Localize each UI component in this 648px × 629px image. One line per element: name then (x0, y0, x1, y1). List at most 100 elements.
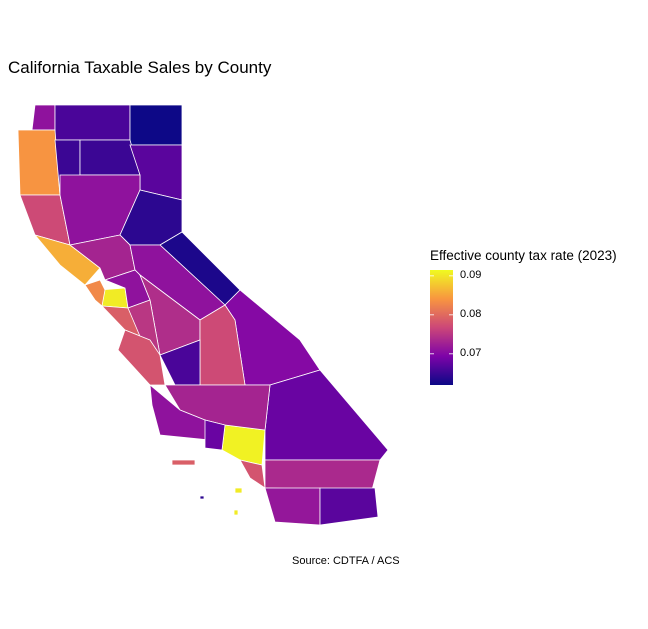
legend-gradient-step (430, 361, 453, 363)
legend-gradient-step (430, 353, 453, 355)
legend-gradient-step (430, 372, 453, 374)
legend-gradient-step (430, 319, 453, 321)
legend-gradient-step (430, 383, 453, 385)
legend-gradient-step (430, 348, 453, 350)
legend-gradient-step (430, 346, 453, 348)
legend-gradient-step (430, 327, 453, 329)
legend-gradient-step (430, 290, 453, 292)
legend-gradient-step (430, 360, 453, 362)
source-caption: Source: CDTFA / ACS (292, 555, 400, 567)
legend-gradient-step (430, 305, 453, 307)
county-region (204, 419, 226, 451)
legend-gradient-step (430, 270, 453, 272)
county-region (54, 104, 131, 141)
county-region (264, 487, 321, 526)
county-region (171, 459, 196, 466)
legend-gradient-step (430, 336, 453, 338)
legend-gradient-step (430, 347, 453, 349)
legend-gradient-step (430, 309, 453, 311)
county-region (319, 487, 379, 526)
legend-gradient-step (430, 380, 453, 382)
legend-gradient-step (430, 370, 453, 372)
legend-gradient-step (430, 359, 453, 361)
legend-gradient-step (430, 296, 453, 298)
legend-gradient-step (430, 313, 453, 315)
legend-gradient-step (430, 322, 453, 324)
legend-gradient-step (430, 299, 453, 301)
legend-gradient-step (430, 307, 453, 309)
legend-gradient-step (430, 283, 453, 285)
legend-gradient-step (430, 285, 453, 287)
legend-gradient-step (430, 275, 453, 277)
legend-gradient-step (430, 338, 453, 340)
legend-gradient-step (430, 375, 453, 377)
legend-gradient-step (430, 333, 453, 335)
legend-gradient-step (430, 314, 453, 316)
legend-gradient-step (430, 367, 453, 369)
legend-gradient-step (430, 379, 453, 381)
legend-gradient-step (430, 349, 453, 351)
legend-gradient-step (430, 310, 453, 312)
legend-gradient-step (430, 351, 453, 353)
legend-gradient-step (430, 308, 453, 310)
legend-gradient-step (430, 320, 453, 322)
legend-gradient-step (430, 276, 453, 278)
legend-gradient-step (430, 291, 453, 293)
legend-gradient-step (430, 332, 453, 334)
legend-gradient-step (430, 364, 453, 366)
legend-gradient-step (430, 277, 453, 279)
county-region (221, 424, 266, 466)
legend-gradient-step (430, 312, 453, 314)
legend-gradient-step (430, 366, 453, 368)
county-region (199, 495, 205, 500)
legend-gradient-step (430, 339, 453, 341)
legend-gradient-step (430, 294, 453, 296)
county-region (33, 234, 101, 286)
legend-gradient-step (430, 369, 453, 371)
legend-gradient-step (430, 271, 453, 273)
legend-gradient-step (430, 280, 453, 282)
legend-tick-label: 0.09 (460, 268, 482, 281)
legend-gradient-step (430, 350, 453, 352)
legend-gradient-step (430, 317, 453, 319)
legend-gradient-step (430, 273, 453, 275)
legend-gradient-step (430, 377, 453, 379)
legend-title: Effective county tax rate (2023) (430, 248, 617, 263)
legend-gradient-step (430, 274, 453, 276)
legend-gradient-step (430, 325, 453, 327)
legend-gradient-step (430, 368, 453, 370)
legend-gradient-step (430, 378, 453, 380)
legend-gradient-step (430, 278, 453, 280)
legend-gradient-step (430, 357, 453, 359)
county-region (17, 129, 61, 196)
legend-gradient-step (430, 382, 453, 384)
legend-gradient-step (430, 297, 453, 299)
county-region (264, 369, 389, 461)
legend-gradient-step (430, 286, 453, 288)
chart-title: California Taxable Sales by County (8, 58, 272, 77)
legend-gradient-step (430, 289, 453, 291)
legend-gradient-step (430, 302, 453, 304)
legend-gradient-step (430, 342, 453, 344)
legend-gradient-step (430, 354, 453, 356)
legend-gradient-step (430, 295, 453, 297)
legend-gradient-step (430, 287, 453, 289)
legend-gradient-step (430, 318, 453, 320)
legend-gradient-step (430, 281, 453, 283)
legend-gradient-step (430, 284, 453, 286)
legend-gradient-step (430, 282, 453, 284)
legend-gradient-step (430, 329, 453, 331)
legend-gradient-step (430, 293, 453, 295)
county-region (233, 509, 239, 516)
county-region (129, 104, 183, 146)
legend-gradient-step (430, 343, 453, 345)
legend-gradient-step (430, 331, 453, 333)
legend-gradient-step (430, 303, 453, 305)
legend-gradient-step (430, 341, 453, 343)
legend-gradient-step (430, 373, 453, 375)
legend-gradient-step (430, 279, 453, 281)
legend-gradient-step (430, 376, 453, 378)
legend-gradient-step (430, 323, 453, 325)
county-region (31, 104, 56, 131)
